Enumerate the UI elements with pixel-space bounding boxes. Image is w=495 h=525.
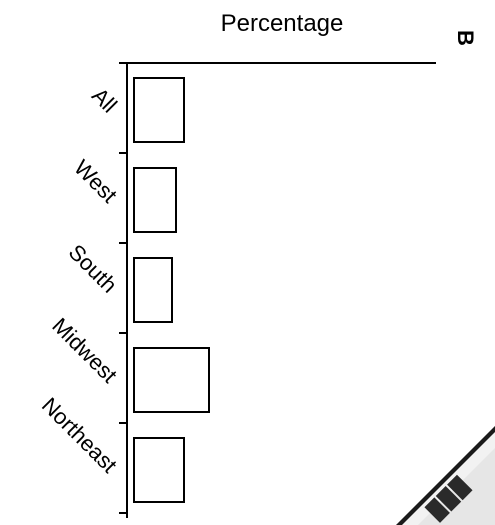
stamp-edge bbox=[396, 426, 495, 525]
axes bbox=[119, 62, 436, 518]
bar-northeast bbox=[133, 437, 185, 503]
category-label-south: South bbox=[64, 239, 122, 297]
category-label-all: All bbox=[87, 83, 122, 118]
x-axis-label: Percentage bbox=[221, 10, 344, 37]
category-label-west: West bbox=[69, 155, 122, 208]
bar-midwest bbox=[133, 347, 210, 413]
stamp-graphic bbox=[396, 426, 495, 525]
category-label-northeast: Northeast bbox=[37, 393, 122, 478]
bar-all bbox=[133, 77, 185, 143]
category-label-midwest: Midwest bbox=[47, 313, 122, 388]
stamp-lettering bbox=[424, 474, 473, 523]
bars bbox=[133, 77, 210, 503]
panel-label: B bbox=[453, 30, 478, 46]
bar-west bbox=[133, 167, 177, 233]
bar-south bbox=[133, 257, 173, 323]
